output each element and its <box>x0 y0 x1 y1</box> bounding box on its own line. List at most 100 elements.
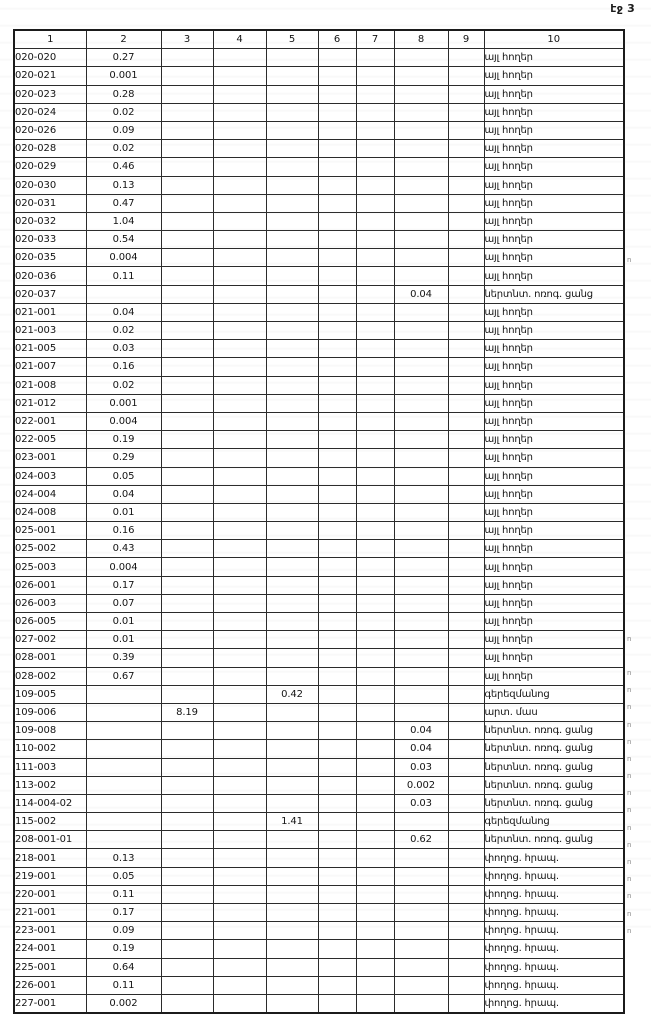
area-col-2-cell: 0.02 <box>85 320 162 341</box>
area-col-2-cell: 0.01 <box>85 630 162 650</box>
area-col-9-cell <box>447 921 485 941</box>
table-row: 020-031 0.47 այլ հողեր <box>13 193 625 213</box>
land-use-label-cell: այլ հողեր <box>483 339 625 359</box>
area-col-2-cell: 0.67 <box>85 666 162 686</box>
cadastral-code-cell: 225-001 <box>13 957 87 977</box>
area-col-5-cell <box>265 902 319 923</box>
area-col-7-cell <box>355 775 395 795</box>
area-col-2-cell: 0.11 <box>85 975 162 995</box>
cadastral-code-cell: 025-001 <box>13 521 87 541</box>
margin-note <box>625 407 649 424</box>
area-col-7-cell <box>355 993 395 1014</box>
table-row: 220-001 0.11 փողոց. հրապ. <box>13 884 625 905</box>
area-col-7-cell <box>355 66 395 86</box>
area-col-9-cell <box>447 593 485 614</box>
cadastral-code-cell: 221-001 <box>13 902 87 923</box>
area-col-6-cell <box>317 302 357 323</box>
land-registry-sheet: 1 2 3 4 5 6 7 8 9 10 020-020 0.27 այլ հողե… <box>13 29 625 1014</box>
area-col-6-cell <box>317 630 357 650</box>
land-use-label-cell: այլ հողեր <box>483 48 625 68</box>
area-col-8-cell <box>393 611 449 632</box>
cadastral-code-cell: 115-002 <box>13 812 87 832</box>
margin-note: ո <box>627 686 632 695</box>
area-col-6-cell <box>317 357 357 377</box>
area-col-5-cell <box>265 739 319 759</box>
area-col-6-cell <box>317 66 357 86</box>
table-row: 208-001-01 0.62 ներտնտ. ոռոգ. ցանց <box>13 830 625 850</box>
cadastral-code-cell: 020-031 <box>13 193 87 213</box>
cadastral-code-cell: 028-001 <box>13 648 87 668</box>
area-col-7-cell <box>355 611 395 632</box>
area-col-6-cell <box>317 102 357 122</box>
cadastral-code-cell: 024-003 <box>13 466 87 486</box>
area-col-3-cell <box>160 320 214 341</box>
cadastral-code-cell: 025-002 <box>13 539 87 559</box>
table-row: 024-004 0.04 այլ հողեր <box>13 484 625 504</box>
area-col-9-cell <box>447 284 485 304</box>
area-col-4-cell <box>212 775 267 795</box>
land-use-label-cell: այլ հողեր <box>483 575 625 595</box>
cadastral-code-cell: 223-001 <box>13 921 87 941</box>
area-col-7-cell <box>355 393 395 413</box>
area-col-6-cell <box>317 921 357 941</box>
table-row: 111-003 0.03 ներտնտ. ոռոգ. ցանց <box>13 757 625 777</box>
table-row: 221-001 0.17 փողոց. հրապ. <box>13 902 625 923</box>
area-col-4-cell <box>212 175 267 195</box>
area-col-9-cell <box>447 939 485 959</box>
table-row: 027-002 0.01 այլ հողեր <box>13 630 625 650</box>
table-row: 020-036 0.11 այլ հողեր <box>13 266 625 286</box>
area-col-7-cell <box>355 157 395 177</box>
area-col-7-cell <box>355 630 395 650</box>
area-col-4-cell <box>212 630 267 650</box>
area-col-3-cell <box>160 120 214 141</box>
area-col-7-cell <box>355 884 395 905</box>
cadastral-code-cell: 219-001 <box>13 866 87 886</box>
land-use-label-cell: այլ հողեր <box>483 539 625 559</box>
land-use-label-cell: այլ հողեր <box>483 411 625 432</box>
margin-note: ո <box>627 858 632 866</box>
area-col-8-cell <box>393 939 449 959</box>
table-row: 022-005 0.19 այլ հողեր <box>13 430 625 450</box>
area-col-8-cell <box>393 684 449 704</box>
land-use-label-cell: այլ հողեր <box>483 193 625 213</box>
area-col-7-cell <box>355 466 395 486</box>
area-col-2-cell <box>85 684 162 704</box>
margin-note: ո <box>627 772 632 781</box>
area-col-2-cell: 0.02 <box>85 102 162 122</box>
cadastral-code-cell: 022-001 <box>13 411 87 432</box>
land-use-label-cell: այլ հողեր <box>483 120 625 141</box>
area-col-8-cell <box>393 448 449 468</box>
area-col-6-cell <box>317 193 357 213</box>
area-col-8-cell <box>393 866 449 886</box>
area-col-4-cell <box>212 721 267 741</box>
column-header-5: 5 <box>265 29 319 50</box>
area-col-3-cell <box>160 648 214 668</box>
cadastral-code-cell: 020-021 <box>13 66 87 86</box>
table-row: 020-024 0.02 այլ հողեր <box>13 102 625 122</box>
cadastral-code-cell: 024-004 <box>13 484 87 504</box>
cadastral-code-cell: 020-032 <box>13 211 87 232</box>
area-col-4-cell <box>212 611 267 632</box>
margin-note <box>625 527 649 544</box>
area-col-7-cell <box>355 266 395 286</box>
area-col-7-cell <box>355 939 395 959</box>
land-use-label-cell: այլ հողեր <box>483 502 625 523</box>
area-col-2-cell <box>85 702 162 723</box>
area-col-8-cell <box>393 339 449 359</box>
area-col-6-cell <box>317 521 357 541</box>
area-col-7-cell <box>355 484 395 504</box>
area-col-5-cell <box>265 120 319 141</box>
area-col-8-cell <box>393 848 449 868</box>
land-use-label-cell: գերեզմանոց <box>483 812 625 832</box>
area-col-6-cell <box>317 266 357 286</box>
area-col-5-cell <box>265 230 319 250</box>
margin-note <box>625 29 649 46</box>
area-col-9-cell <box>447 630 485 650</box>
area-col-9-cell <box>447 411 485 432</box>
land-use-label-cell: այլ հողեր <box>483 102 625 122</box>
area-col-3-cell <box>160 975 214 995</box>
cadastral-code-cell: 020-023 <box>13 84 87 104</box>
area-col-2-cell <box>85 812 162 832</box>
area-col-4-cell <box>212 393 267 413</box>
